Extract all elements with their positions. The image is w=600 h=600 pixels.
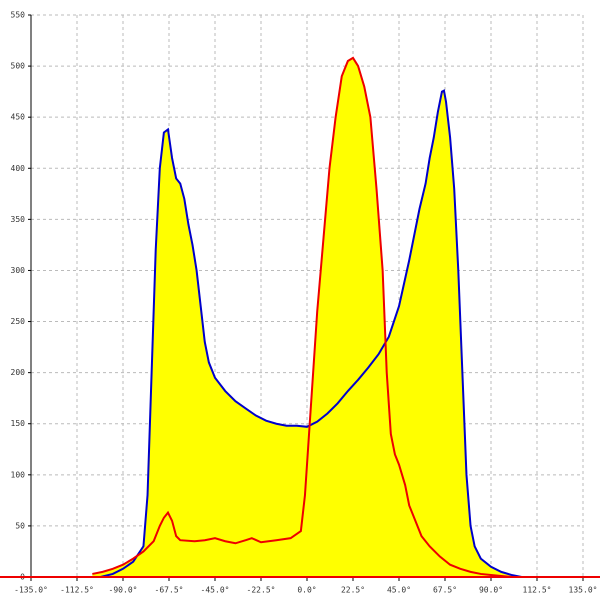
line	[92, 56, 512, 578]
y-tick-label: 350	[11, 215, 26, 224]
y-tick-label: 550	[11, 11, 26, 20]
x-tick-label: 112.5°	[523, 586, 552, 595]
y-tick-label: 50	[15, 521, 25, 530]
y-tick-label: 100	[11, 470, 26, 479]
x-tick-label: -135.0°	[14, 586, 48, 595]
area-fill	[100, 90, 522, 577]
y-tick-label: 500	[11, 62, 26, 71]
y-tick-label: 250	[11, 317, 26, 326]
x-tick-label: 67.5°	[433, 586, 457, 595]
y-tick-label: 300	[11, 266, 26, 275]
x-tick-label: -22.5°	[247, 586, 276, 595]
y-tick-label: 150	[11, 419, 26, 428]
x-tick-label: 0.0°	[297, 586, 316, 595]
y-tick-label: 450	[11, 113, 26, 122]
x-tick-label: -112.5°	[60, 586, 94, 595]
x-tick-label: 90.0°	[479, 586, 503, 595]
x-tick-label: -67.5°	[155, 586, 184, 595]
line	[100, 89, 522, 578]
x-tick-label: 135.0°	[569, 586, 598, 595]
x-tick-label: -45.0°	[201, 586, 230, 595]
y-tick-label: 200	[11, 368, 26, 377]
x-tick-label: 22.5°	[341, 586, 365, 595]
x-tick-label: 45.0°	[387, 586, 411, 595]
y-tick-label: 400	[11, 164, 26, 173]
x-tick-label: -90.0°	[109, 586, 138, 595]
